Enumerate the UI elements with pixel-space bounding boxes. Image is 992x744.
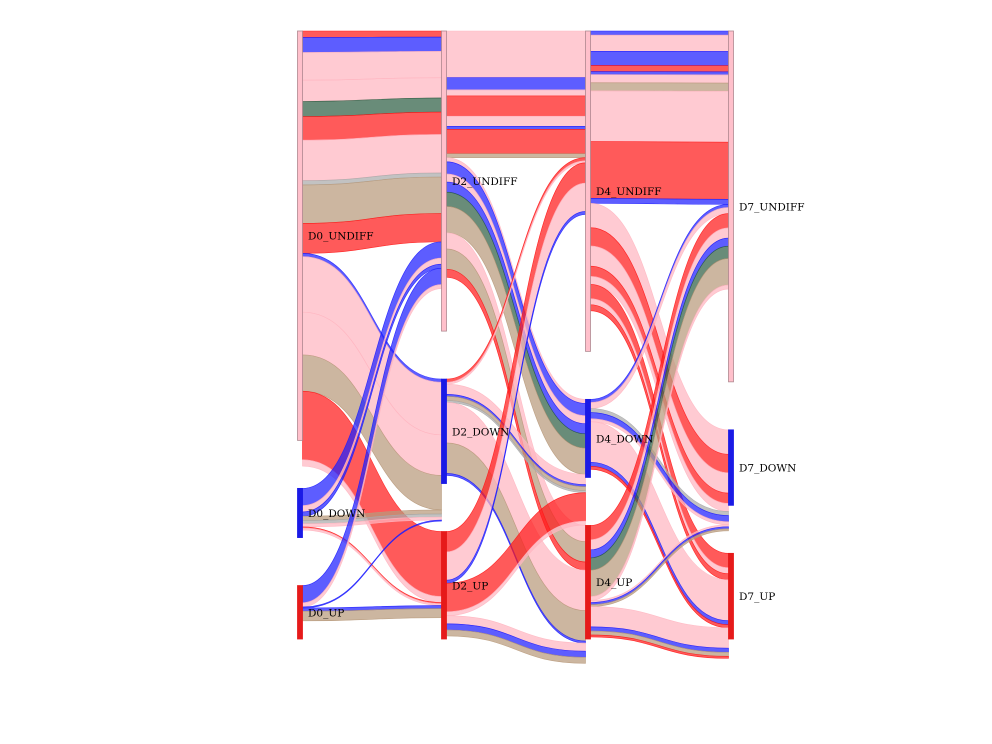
flow-band	[590, 34, 729, 52]
node-label-d7-down: D7_DOWN	[739, 463, 796, 475]
flow-band	[446, 77, 586, 91]
flow-band	[590, 50, 729, 66]
flow-d4_undiff-to-d7_undiff	[590, 30, 729, 205]
node-label-d0-down: D0_DOWN	[308, 508, 365, 520]
flow-d0_up-to-d2_up	[302, 605, 442, 622]
node-d4-down	[585, 398, 591, 478]
flow-band	[590, 90, 729, 143]
flow-band	[446, 95, 586, 117]
flow-band	[590, 65, 729, 73]
node-d4-up	[585, 525, 591, 640]
flow-band	[446, 153, 586, 159]
node-d2-up	[441, 531, 447, 640]
flows-layer	[302, 30, 729, 664]
node-d0-up	[297, 585, 303, 640]
flow-band	[302, 36, 442, 53]
flow-d4_up-to-d7_down	[590, 524, 729, 607]
node-label-d4-up: D4_UP	[596, 577, 632, 589]
node-label-d0-up: D0_UP	[308, 607, 344, 619]
flow-d0_undiff-to-d2_undiff	[302, 30, 442, 254]
node-label-d0-undiff: D0_UNDIFF	[308, 231, 374, 243]
node-label-d4-down: D4_DOWN	[596, 433, 653, 445]
flow-band	[590, 197, 729, 205]
flow-band	[446, 89, 586, 97]
flow-band	[590, 634, 729, 659]
flow-band	[590, 82, 729, 92]
node-label-d2-up: D2_UP	[452, 580, 488, 592]
flow-band	[302, 519, 442, 609]
node-label-d4-undiff: D4_UNDIFF	[596, 186, 662, 198]
node-d2-undiff	[441, 30, 447, 332]
node-d0-undiff	[297, 30, 303, 441]
labels-layer: D0_UNDIFF D0_DOWN D0_UP D2_UNDIFF D2_DOWN D2_…	[308, 176, 805, 619]
node-label-d7-up: D7_UP	[739, 591, 775, 603]
node-d7-down	[728, 429, 734, 506]
flow-band	[302, 50, 442, 81]
flow-band	[446, 129, 586, 154]
flow-band	[446, 115, 586, 127]
flow-band	[446, 30, 586, 78]
flow-band	[446, 126, 586, 130]
node-d7-up	[728, 552, 734, 640]
flow-band	[302, 30, 442, 38]
flow-band	[590, 74, 729, 84]
flow-band	[590, 30, 729, 36]
node-d4-undiff	[585, 30, 591, 352]
flow-d2_down-to-d4_down	[446, 383, 586, 493]
node-d7-undiff	[728, 30, 734, 383]
flow-d2_undiff-to-d4_undiff	[446, 30, 586, 159]
flow-d4_up-to-d7_up	[590, 606, 729, 659]
node-label-d2-down: D2_DOWN	[452, 426, 509, 438]
node-d0-down	[297, 487, 303, 538]
flow-band	[446, 629, 586, 664]
node-d2-down	[441, 378, 447, 484]
flow-d2_up-to-d4_up	[446, 615, 586, 664]
nodes-layer	[297, 30, 734, 640]
flow-d0_up-to-d2_down	[302, 519, 442, 609]
flow-band	[590, 528, 729, 607]
node-label-d2-undiff: D2_UNDIFF	[452, 176, 518, 188]
node-label-d7-undiff: D7_UNDIFF	[739, 201, 805, 213]
